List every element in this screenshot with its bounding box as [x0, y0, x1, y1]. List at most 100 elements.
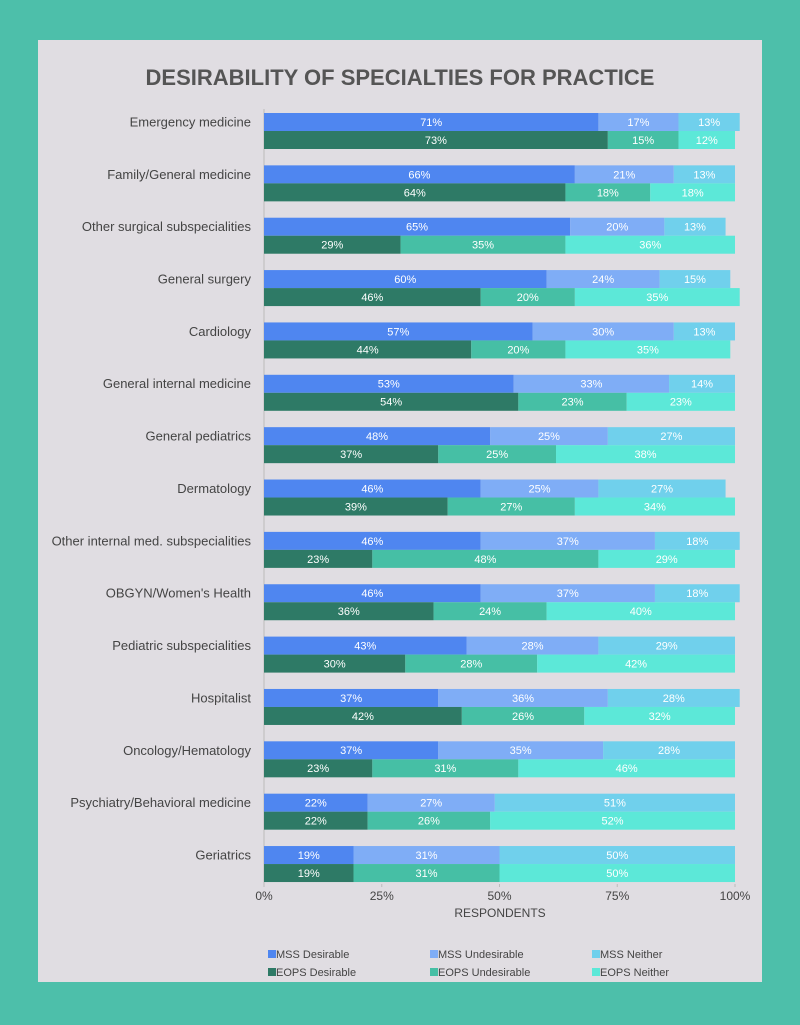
bar-segment: [264, 374, 514, 393]
y-tick-label: Family/General medicine: [107, 167, 251, 182]
bar-segment: [264, 322, 533, 341]
legend-swatch: [268, 950, 276, 958]
bar-segment: [678, 113, 740, 131]
bar-segment: [626, 392, 735, 411]
bar-segment: [480, 531, 655, 550]
value-label: 26%: [512, 711, 534, 723]
bar-segment: [654, 531, 740, 550]
value-label: 28%: [658, 745, 680, 757]
bar-segment: [471, 340, 566, 359]
value-label: 52%: [602, 816, 624, 828]
value-label: 50%: [606, 850, 628, 862]
y-tick-label: Other surgical subspecialities: [82, 219, 252, 234]
bar-segment: [264, 217, 571, 236]
bar-segment: [664, 217, 726, 236]
value-label: 37%: [557, 588, 579, 600]
value-label: 33%: [580, 379, 602, 391]
value-label: 73%: [425, 135, 447, 147]
bar-segment: [372, 759, 519, 778]
bar-segment: [264, 549, 373, 568]
value-label: 13%: [684, 222, 706, 234]
value-label: 22%: [305, 798, 327, 810]
bar-segment: [264, 288, 481, 307]
value-label: 28%: [460, 659, 482, 671]
value-label: 23%: [561, 397, 583, 409]
x-tick-label: 100%: [720, 889, 751, 903]
value-label: 34%: [644, 501, 666, 513]
bar-segment: [353, 846, 500, 865]
legend-swatch: [430, 968, 438, 976]
value-label: 64%: [404, 187, 426, 199]
value-label: 13%: [693, 326, 715, 338]
y-tick-label: General internal medicine: [103, 376, 251, 391]
value-label: 23%: [307, 763, 329, 775]
value-label: 51%: [604, 798, 626, 810]
bar-segment: [490, 811, 735, 830]
value-label: 28%: [663, 693, 685, 705]
bar-segment: [480, 288, 575, 307]
bar-segment: [264, 793, 368, 812]
bar-segment: [598, 479, 726, 498]
value-label: 71%: [420, 117, 442, 129]
bar-segment: [654, 584, 740, 603]
y-tick-label: Pediatric subspecialities: [112, 638, 251, 653]
bar-segment: [546, 602, 735, 621]
bar-segment: [264, 392, 519, 411]
value-label: 24%: [479, 606, 501, 618]
value-label: 46%: [361, 292, 383, 304]
bar-segment: [673, 322, 735, 341]
value-label: 42%: [352, 711, 374, 723]
bar-segment: [264, 602, 434, 621]
value-label: 24%: [592, 274, 614, 286]
value-label: 42%: [625, 659, 647, 671]
value-label: 20%: [507, 344, 529, 356]
bar-segment: [678, 131, 735, 149]
value-label: 13%: [698, 117, 720, 129]
bar-segment: [264, 706, 462, 725]
bar-segment: [574, 497, 735, 516]
value-label: 18%: [597, 187, 619, 199]
bar-segment: [532, 322, 674, 341]
value-label: 15%: [632, 135, 654, 147]
value-label: 50%: [606, 868, 628, 880]
bar-segment: [659, 270, 731, 289]
bar-segment: [264, 427, 491, 446]
y-tick-label: Geriatrics: [195, 847, 251, 862]
x-tick-label: 75%: [605, 889, 629, 903]
value-label: 40%: [630, 606, 652, 618]
bar-segment: [499, 846, 735, 865]
y-tick-label: Other internal med. subspecialities: [52, 533, 252, 548]
value-label: 36%: [639, 240, 661, 252]
legend-swatch: [430, 950, 438, 958]
bar-segment: [584, 706, 735, 725]
bar-segment: [673, 165, 735, 184]
y-tick-label: Oncology/Hematology: [123, 743, 251, 758]
bar-segment: [264, 113, 599, 131]
value-label: 29%: [656, 554, 678, 566]
y-tick-label: Emergency medicine: [130, 114, 251, 129]
legend-label: MSS Undesirable: [438, 949, 524, 961]
bar-segment: [494, 793, 735, 812]
bar-segment: [518, 759, 735, 778]
bar-segment: [264, 479, 481, 498]
bar-segment: [480, 584, 655, 603]
value-label: 36%: [512, 693, 534, 705]
bar-segment: [264, 270, 547, 289]
value-label: 27%: [651, 483, 673, 495]
bar-segment: [264, 235, 401, 254]
value-label: 37%: [557, 536, 579, 548]
bar-segment: [570, 217, 665, 236]
value-label: 17%: [627, 117, 649, 129]
value-label: 29%: [656, 641, 678, 653]
value-label: 23%: [307, 554, 329, 566]
value-label: 48%: [366, 431, 388, 443]
value-label: 25%: [529, 483, 551, 495]
value-label: 46%: [361, 536, 383, 548]
value-label: 31%: [415, 868, 437, 880]
value-label: 36%: [338, 606, 360, 618]
value-label: 20%: [606, 222, 628, 234]
value-label: 13%: [693, 169, 715, 181]
value-label: 46%: [361, 588, 383, 600]
value-label: 54%: [380, 397, 402, 409]
